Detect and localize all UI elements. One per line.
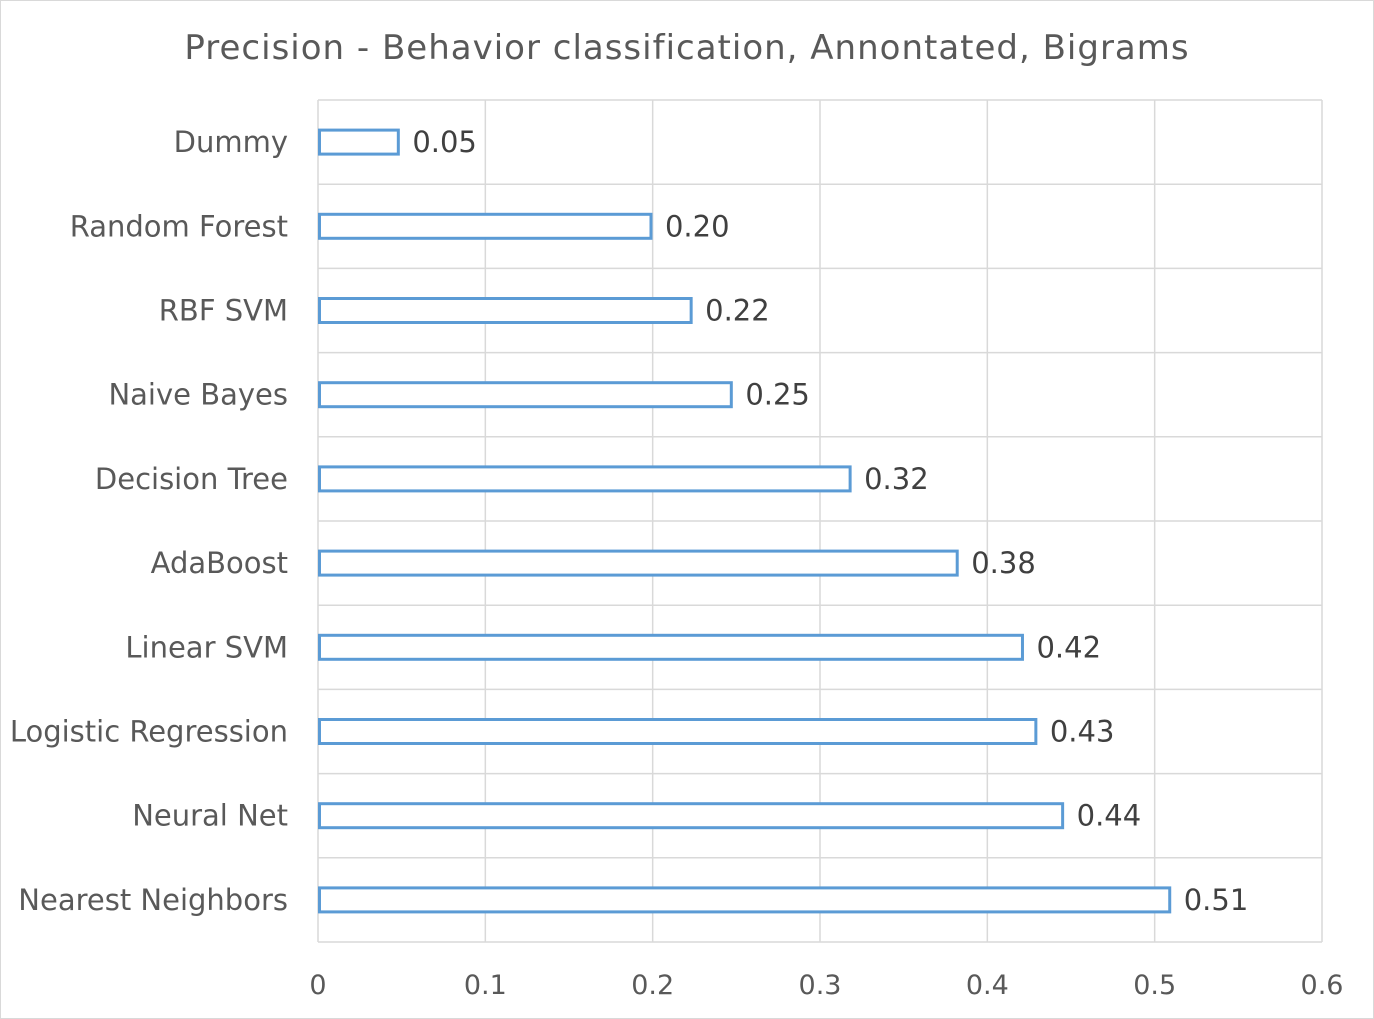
category-label: Naive Bayes: [108, 378, 288, 412]
category-label: Neural Net: [132, 799, 288, 833]
category-label: Random Forest: [70, 209, 288, 243]
data-label: 0.51: [1184, 883, 1249, 917]
chart-title: Precision - Behavior classification, Ann…: [184, 28, 1189, 68]
bar: [318, 802, 1065, 830]
data-label: 0.44: [1077, 799, 1142, 833]
data-label: 0.20: [665, 209, 730, 243]
x-axis-ticks: 0 0.1 0.2 0.3 0.4 0.5 0.6: [309, 970, 1343, 1001]
x-tick-label: 0.5: [1133, 970, 1176, 1001]
bar: [318, 297, 693, 324]
data-label: 0.05: [412, 125, 477, 159]
category-labels: Dummy Random Forest RBF SVM Naive Bayes Deci…: [10, 125, 288, 917]
data-label: 0.22: [705, 294, 770, 328]
data-label: 0.38: [971, 546, 1036, 580]
bar: [318, 886, 1172, 914]
bar: [318, 549, 959, 577]
bar: [318, 718, 1038, 745]
data-label: 0.32: [864, 462, 929, 496]
bar: [318, 633, 1024, 661]
x-tick-label: 0.2: [631, 970, 674, 1001]
bar: [318, 128, 400, 156]
category-label: Logistic Regression: [10, 715, 288, 749]
category-label: Nearest Neighbors: [18, 883, 288, 917]
data-label: 0.25: [745, 378, 810, 412]
bar: [318, 465, 852, 493]
x-tick-label: 0.1: [464, 970, 507, 1001]
x-tick-label: 0.4: [966, 970, 1009, 1001]
category-label: Dummy: [174, 125, 288, 159]
category-label: Decision Tree: [95, 462, 288, 496]
grid-layer: [317, 99, 1323, 943]
category-label: Linear SVM: [125, 630, 288, 664]
value-labels: 0.05 0.20 0.22 0.25 0.32 0.38 0.42 0.43 0.44 0.51: [412, 125, 1248, 917]
category-label: AdaBoost: [151, 546, 288, 580]
category-label: RBF SVM: [159, 294, 288, 328]
x-tick-label: 0.3: [799, 970, 842, 1001]
data-label: 0.43: [1050, 715, 1115, 749]
bar: [318, 381, 733, 409]
data-label: 0.42: [1036, 630, 1101, 664]
x-tick-label: 0.6: [1301, 970, 1344, 1001]
x-tick-label: 0: [309, 970, 326, 1001]
bar: [318, 212, 653, 240]
bars-layer: [318, 128, 1172, 914]
